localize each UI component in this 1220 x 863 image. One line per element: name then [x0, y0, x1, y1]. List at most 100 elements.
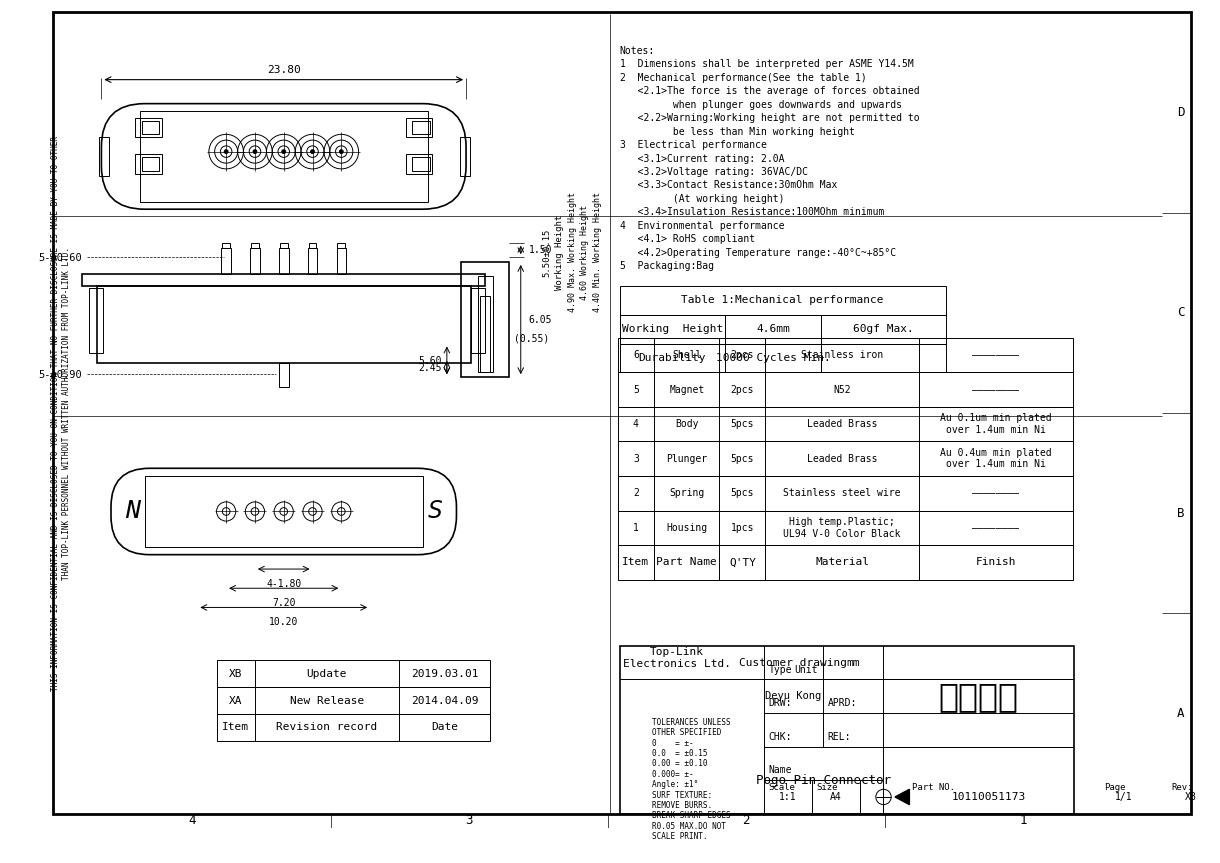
Text: 4.40 Min. Working Height: 4.40 Min. Working Height	[593, 192, 601, 312]
Text: ————————: ————————	[972, 523, 1019, 532]
Bar	[309, 243, 316, 248]
Bar	[279, 243, 288, 248]
Bar	[307, 248, 317, 274]
Text: 1:1: 1:1	[778, 792, 797, 802]
Text: 5pcs: 5pcs	[731, 454, 754, 463]
Text: Revision record: Revision record	[276, 722, 377, 733]
Text: (At working height): (At working height)	[620, 194, 784, 204]
Bar	[100, 137, 109, 175]
Bar	[412, 157, 429, 171]
Text: 3  Electrical performance: 3 Electrical performance	[620, 140, 766, 150]
Text: A4: A4	[830, 792, 842, 802]
Text: Shell: Shell	[672, 350, 701, 360]
Text: Durability: Durability	[638, 353, 706, 363]
Text: Update: Update	[306, 669, 348, 678]
Text: N: N	[124, 500, 139, 524]
Polygon shape	[895, 790, 909, 804]
Text: 4-1.80: 4-1.80	[266, 579, 301, 589]
Bar	[471, 288, 486, 353]
Bar	[460, 137, 470, 175]
Bar	[461, 262, 509, 377]
FancyBboxPatch shape	[111, 469, 456, 555]
Text: CHK:: CHK:	[769, 732, 792, 742]
Bar	[135, 154, 162, 173]
Bar	[338, 243, 345, 248]
Bar	[96, 286, 471, 362]
Circle shape	[224, 149, 228, 154]
Text: 2  Mechanical performance(See the table 1): 2 Mechanical performance(See the table 1…	[620, 73, 866, 83]
Text: Au 0.1um min plated
over 1.4um min Ni: Au 0.1um min plated over 1.4um min Ni	[939, 413, 1052, 435]
Text: 2019.03.01: 2019.03.01	[411, 669, 478, 678]
Text: APRD:: APRD:	[828, 698, 858, 709]
Text: 2pcs: 2pcs	[731, 385, 754, 394]
Bar	[250, 248, 260, 274]
Text: DRW:: DRW:	[769, 698, 792, 709]
Text: B: B	[1177, 507, 1185, 520]
Bar	[620, 646, 1075, 814]
Text: TOLERANCES UNLESS
OTHER SPECIFIED
0    = ±-
0.0  = ±0.15
0.00 = ±0.10
0.000= ±-
: TOLERANCES UNLESS OTHER SPECIFIED 0 = ±-…	[653, 718, 731, 841]
Text: Leaded Brass: Leaded Brass	[806, 454, 877, 463]
Text: Housing: Housing	[666, 523, 708, 532]
Text: Name: Name	[769, 765, 792, 775]
Text: <2.1>The force is the average of forces obtained: <2.1>The force is the average of forces …	[620, 86, 919, 97]
Text: Date: Date	[431, 722, 458, 733]
Bar	[405, 118, 432, 137]
Bar	[620, 343, 946, 372]
Text: 4.60 Working Height: 4.60 Working Height	[581, 205, 589, 299]
Text: <3.3>Contact Resistance:30mOhm Max: <3.3>Contact Resistance:30mOhm Max	[620, 180, 837, 191]
Text: 5-ø0.90: 5-ø0.90	[39, 369, 82, 379]
Bar	[82, 274, 486, 286]
Text: XB: XB	[229, 669, 243, 678]
Text: 1/1: 1/1	[1115, 792, 1132, 802]
Bar	[617, 372, 1072, 406]
Bar	[477, 276, 493, 372]
Text: 10110051173: 10110051173	[952, 792, 1026, 802]
Bar	[217, 687, 490, 714]
Text: 4: 4	[633, 419, 639, 429]
Text: <3.4>Insulation Resistance:100MOhm minimum: <3.4>Insulation Resistance:100MOhm minim…	[620, 207, 884, 217]
Text: 5pcs: 5pcs	[731, 419, 754, 429]
Bar	[142, 121, 159, 135]
Text: Table 1:Mechanical performance: Table 1:Mechanical performance	[682, 295, 884, 306]
Bar	[620, 315, 946, 343]
Bar	[617, 545, 1072, 580]
Text: Scale: Scale	[769, 783, 795, 792]
Text: 2: 2	[633, 488, 639, 498]
Bar	[221, 248, 231, 274]
Bar	[279, 248, 288, 274]
Text: REL:: REL:	[828, 732, 852, 742]
Text: Working  Height: Working Height	[622, 324, 723, 334]
Text: 4  Environmental performance: 4 Environmental performance	[620, 221, 784, 230]
Text: <4.1> RoHS compliant: <4.1> RoHS compliant	[620, 234, 755, 244]
Bar	[217, 660, 490, 687]
Bar	[135, 118, 162, 137]
Text: Size: Size	[816, 783, 838, 792]
Circle shape	[339, 149, 343, 154]
Text: Part Name: Part Name	[656, 557, 717, 567]
Text: 5.60: 5.60	[418, 356, 442, 366]
Text: 6: 6	[633, 350, 639, 360]
Text: 4.90 Max. Working Height: 4.90 Max. Working Height	[567, 192, 577, 312]
Text: Stainless iron: Stainless iron	[802, 350, 883, 360]
Bar	[617, 476, 1072, 511]
Text: 60gf Max.: 60gf Max.	[853, 324, 914, 334]
Text: Notes:: Notes:	[620, 46, 655, 56]
Bar	[617, 511, 1072, 545]
Text: 23.80: 23.80	[267, 65, 300, 75]
Bar	[222, 243, 231, 248]
Text: Plunger: Plunger	[666, 454, 708, 463]
Bar	[617, 406, 1072, 441]
Text: XA: XA	[229, 696, 243, 706]
Text: ————————: ————————	[972, 385, 1019, 394]
Text: Part NO.: Part NO.	[913, 783, 955, 792]
Text: 5-ø0.60: 5-ø0.60	[39, 252, 82, 262]
Text: D: D	[1177, 106, 1185, 119]
Text: 10.20: 10.20	[270, 617, 299, 627]
Text: 4: 4	[188, 814, 195, 827]
Bar	[145, 476, 423, 547]
Bar	[405, 154, 432, 173]
Text: 1: 1	[1020, 814, 1027, 827]
Text: Body: Body	[675, 419, 699, 429]
Circle shape	[311, 149, 315, 154]
Bar	[251, 243, 259, 248]
